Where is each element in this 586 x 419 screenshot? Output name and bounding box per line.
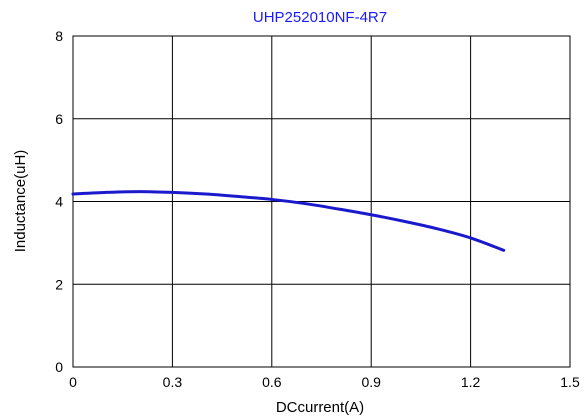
- y-tick-labels: 0 2 4 6 8: [55, 28, 63, 375]
- chart-title: UHP252010NF-4R7: [253, 9, 387, 26]
- x-tick-label: 0.6: [262, 374, 282, 390]
- y-tick-label: 4: [55, 194, 63, 210]
- x-tick-label: 1.2: [461, 374, 481, 390]
- x-tick-label: 0: [69, 374, 77, 390]
- series-line: [71, 190, 506, 252]
- plot-area-border: [72, 35, 571, 368]
- y-tick-label: 0: [55, 359, 63, 375]
- series-group: [71, 190, 506, 252]
- y-tick-label: 6: [55, 111, 63, 127]
- x-tick-label: 0.9: [361, 374, 381, 390]
- y-axis-label: Inductance(uH): [12, 150, 29, 253]
- y-tick-label: 8: [55, 28, 63, 44]
- grid-lines: [73, 36, 570, 367]
- x-tick-label: 1.5: [560, 374, 580, 390]
- x-tick-labels: 0 0.3 0.6 0.9 1.2 1.5: [69, 374, 580, 390]
- x-axis-label: DCcurrent(A): [276, 399, 364, 416]
- y-tick-label: 2: [55, 276, 63, 292]
- x-tick-label: 0.3: [163, 374, 183, 390]
